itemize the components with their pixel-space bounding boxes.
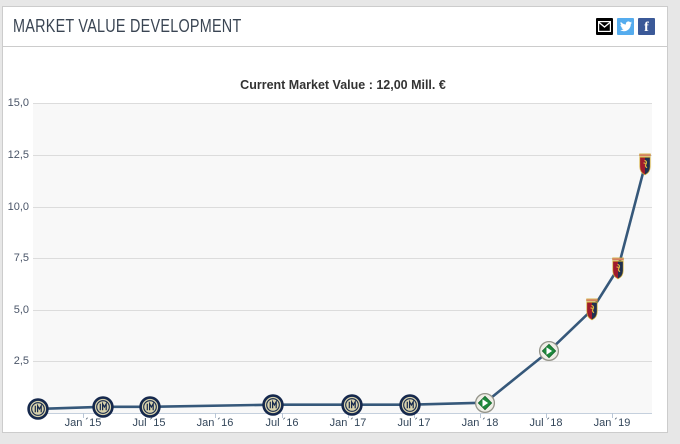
x-axis-tick-label: Jan ´19 <box>593 417 631 429</box>
y-axis-tick-label: 5,0 <box>13 304 29 316</box>
x-axis-tick-label: Jan ´17 <box>329 417 367 429</box>
current-market-value-label: Current Market Value : 12,00 Mill. € <box>240 78 446 92</box>
share-email-button[interactable] <box>596 18 613 35</box>
y-axis-tick-label: 10,0 <box>7 201 29 213</box>
y-axis-tick-label: 12,5 <box>7 149 29 161</box>
x-axis-tick <box>282 413 283 418</box>
x-axis-tick-label: Jul ´18 <box>529 417 563 429</box>
x-axis-line <box>33 413 652 414</box>
share-buttons: f <box>596 18 655 35</box>
x-axis-tick <box>480 413 481 418</box>
x-axis-tick-label: Jul ´17 <box>397 417 431 429</box>
envelope-icon <box>598 21 611 32</box>
y-axis-tick-label: 7,5 <box>13 252 29 264</box>
y-gridline <box>33 155 652 156</box>
x-axis-tick-label: Jul ´15 <box>132 417 166 429</box>
x-axis-tick <box>215 413 216 418</box>
y-axis-tick-label: 15,0 <box>7 97 29 109</box>
panel-header: MARKET VALUE DEVELOPMENT f <box>3 7 667 47</box>
y-gridline <box>33 361 652 362</box>
y-gridline <box>33 310 652 311</box>
x-axis-tick-label: Jul ´16 <box>265 417 299 429</box>
y-axis-tick-label: 2,5 <box>13 355 29 367</box>
x-axis-tick <box>414 413 415 418</box>
page-title: MARKET VALUE DEVELOPMENT <box>13 16 242 36</box>
x-axis-tick <box>546 413 547 418</box>
y-gridline <box>33 103 652 104</box>
share-facebook-button[interactable]: f <box>638 18 655 35</box>
y-gridline <box>33 207 652 208</box>
x-axis-tick-label: Jan ´18 <box>461 417 499 429</box>
x-axis-tick <box>348 413 349 418</box>
x-axis-tick-label: Jan ´16 <box>196 417 234 429</box>
x-axis-tick-label: Jan ´15 <box>64 417 102 429</box>
twitter-bird-icon <box>619 21 632 32</box>
y-gridline <box>33 258 652 259</box>
x-axis-tick <box>83 413 84 418</box>
x-axis-tick <box>612 413 613 418</box>
facebook-f-icon: f <box>644 20 649 35</box>
share-twitter-button[interactable] <box>617 18 634 35</box>
